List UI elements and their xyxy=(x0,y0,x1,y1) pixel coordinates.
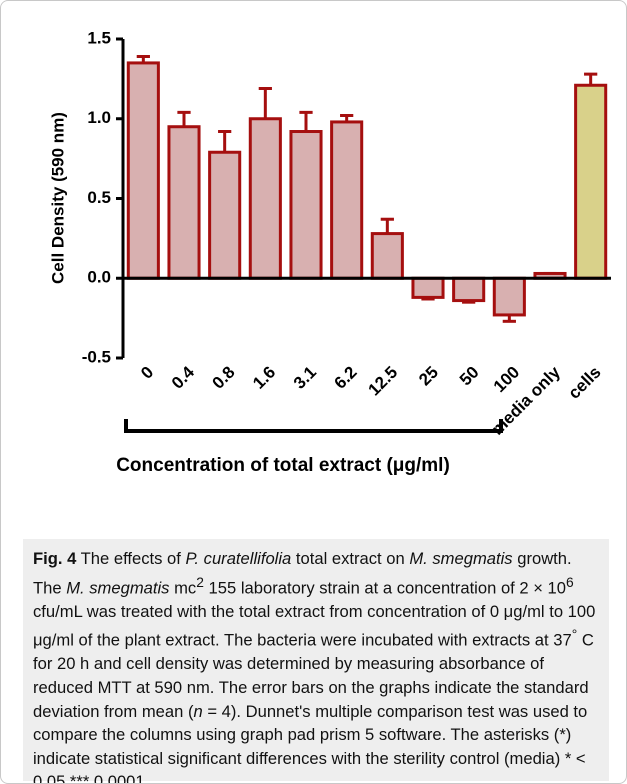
bar xyxy=(370,232,404,280)
bar xyxy=(208,150,242,280)
bar xyxy=(574,83,608,280)
x-tick-label: 25 xyxy=(415,363,442,390)
x-tick-label: 6.2 xyxy=(331,363,361,393)
x-tick-label: 0.4 xyxy=(168,362,199,393)
caption-text: growth. The xyxy=(33,549,572,598)
bar xyxy=(330,120,364,280)
bar xyxy=(411,276,445,299)
group-bracket xyxy=(124,419,503,433)
caption-sup: ° xyxy=(571,626,578,643)
caption-italic: M. smegmatis xyxy=(409,549,513,568)
chart: Cell Density (590 nm) Concentration of t… xyxy=(48,28,611,476)
bar xyxy=(492,276,526,317)
bar xyxy=(167,125,201,280)
x-tick-label: 1.6 xyxy=(249,363,279,393)
caption: Fig. 4 The effects of P. curatellifolia … xyxy=(23,539,609,784)
x-tick-label: cells xyxy=(564,363,604,403)
x-tick-label: 50 xyxy=(456,363,483,390)
caption-text: mc xyxy=(169,578,197,598)
caption-text: The effects of xyxy=(76,549,186,568)
y-tick-label: 1.0 xyxy=(87,108,111,127)
caption-sup: 2 xyxy=(196,573,204,590)
y-tick-label: 0.5 xyxy=(87,188,111,207)
caption-label: Fig. 4 xyxy=(33,549,77,568)
caption-text: total extract on xyxy=(291,549,410,568)
bar xyxy=(452,276,486,303)
caption-text: = 4). Dunnet's multiple comparison test … xyxy=(33,701,588,784)
x-axis-title: Concentration of total extract (μg/ml) xyxy=(116,455,450,476)
caption-sup: 6 xyxy=(566,573,574,590)
bar xyxy=(126,61,160,280)
y-tick-label: -0.5 xyxy=(82,347,111,366)
caption-italic: n xyxy=(193,701,203,721)
caption-italic: M. smegmatis xyxy=(66,578,170,598)
x-tick-label: 100 xyxy=(490,363,523,396)
x-tick-label: 0 xyxy=(137,363,157,383)
caption-italic: P. curatellifolia xyxy=(185,549,292,568)
x-tick-label: 12.5 xyxy=(364,363,401,400)
caption-text: 155 laboratory strain at a concentration… xyxy=(203,578,566,598)
caption-text: C for 20 h and cell density was determin… xyxy=(33,630,594,721)
y-tick-label: 1.5 xyxy=(87,28,111,47)
x-tick-label: 0.8 xyxy=(209,363,239,393)
bar xyxy=(289,130,323,280)
y-tick-label: 0.0 xyxy=(87,268,111,287)
x-tick-label: 3.1 xyxy=(290,363,320,393)
caption-text: cfu/mL was treated with the total extrac… xyxy=(33,601,596,650)
y-axis-title: Cell Density (590 nm) xyxy=(48,112,67,284)
bar xyxy=(248,117,282,280)
